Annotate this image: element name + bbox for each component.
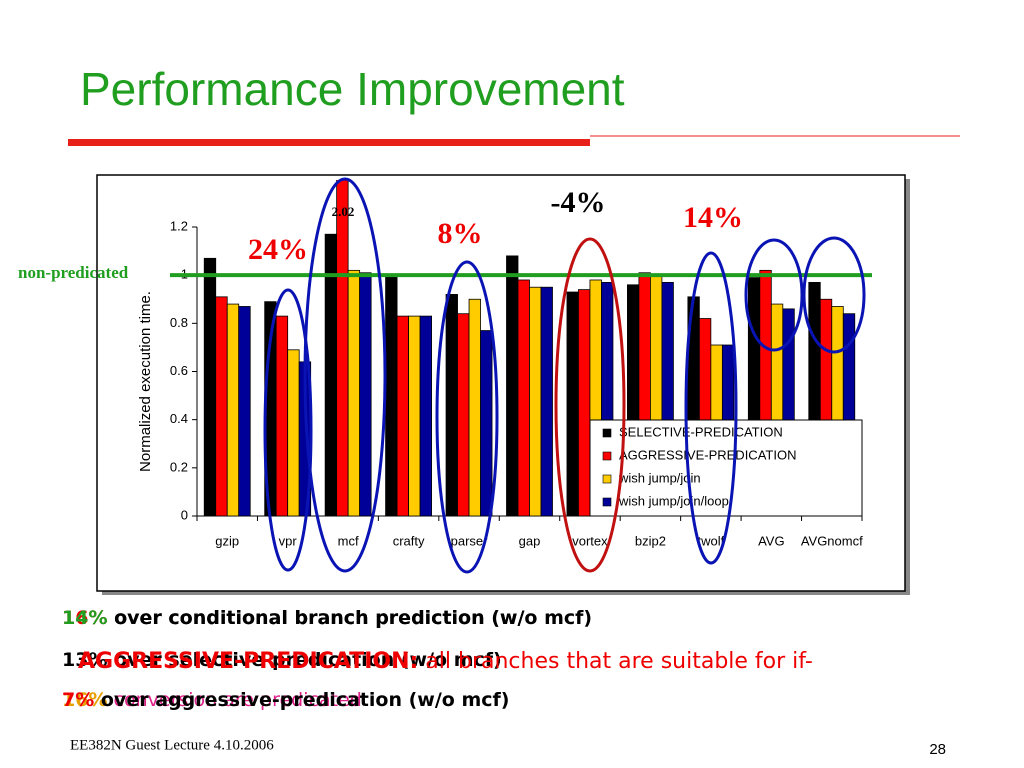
note-pct: 7%: [62, 689, 94, 711]
bar: [578, 289, 591, 516]
legend-label: SELECTIVE-PREDICATION: [619, 424, 783, 439]
bar: [842, 313, 856, 516]
legend-swatch: [602, 428, 612, 438]
highlights: [263, 177, 866, 574]
bar: [396, 315, 409, 516]
note-text: all branches that are suitable for if-: [418, 649, 812, 674]
annotation: 14%: [683, 201, 743, 234]
x-tick-label: crafty: [393, 533, 425, 548]
legend-box: [589, 419, 863, 517]
legend-label: wish jump/join/loop: [618, 493, 729, 508]
x-tick-label: vpr: [279, 533, 298, 548]
note-line: 13% over selective-predication (w/o mcf): [62, 649, 502, 671]
bar: [782, 308, 795, 516]
highlight-ellipse: [435, 260, 499, 574]
note-line: AGGRESSIVE-PREDICATION: all branches tha…: [78, 649, 813, 674]
note-line: 14% over conditional branch prediction (…: [62, 607, 592, 629]
x-tick-label: mcf: [338, 533, 359, 548]
bar: [275, 315, 289, 516]
bar: [517, 279, 530, 516]
x-tick-label: gap: [519, 533, 541, 548]
legend-swatch: [602, 451, 612, 461]
bar: [347, 269, 361, 516]
legend-swatch: [602, 497, 612, 507]
highlight-ellipse: [554, 237, 626, 573]
x-tick-label: bzip2: [635, 533, 666, 548]
annotation: -4%: [551, 186, 606, 219]
y-tick-label: 0: [181, 507, 188, 522]
highlight-ellipse: [802, 236, 866, 354]
bar: [238, 306, 251, 516]
note-pct: 16%: [62, 689, 107, 711]
bar: [468, 298, 481, 516]
legend-swatch: [602, 474, 612, 484]
bar: [359, 272, 372, 516]
note-text: over conditional branch prediction (w/: [107, 607, 524, 629]
x-tick-label: gzip: [215, 533, 239, 548]
page-number: 28: [929, 741, 946, 758]
highlight-ellipse: [744, 238, 804, 352]
bar: [203, 257, 217, 516]
bar: [661, 281, 674, 516]
y-tick-label: 1.2: [170, 218, 188, 233]
legend-label: wish jump/join: [618, 470, 701, 485]
bar: [419, 315, 432, 516]
note-text: over selective-predication (w/o mcf): [107, 649, 501, 671]
annotation: 24%: [248, 233, 308, 266]
highlight-ellipse: [263, 288, 313, 572]
note-line: 16% conversion are predicated: [62, 689, 362, 711]
x-tick-label: twolf: [697, 533, 724, 548]
note-pct: 13%: [62, 649, 107, 671]
note-text: conversion are predicated: [107, 689, 361, 711]
bar: [480, 330, 493, 516]
note-text: over aggressive-predication (w/o mcf): [94, 689, 509, 711]
x-tick-label: AVG: [758, 533, 785, 548]
note-line: 7% over aggressive-predication (w/o mcf): [62, 689, 509, 711]
note-line: 16% over conditional branch prediction (…: [62, 607, 524, 629]
highlight-ellipse: [684, 251, 738, 565]
note-pct: 16%: [62, 607, 107, 629]
note-term: AGGRESSIVE-PREDICATION:: [78, 649, 418, 674]
bar: [408, 315, 421, 516]
y-tick-label: 0.4: [170, 411, 188, 426]
baseline-label: non-predicated: [18, 263, 129, 282]
data-label: 2.02: [332, 204, 355, 219]
note-text: over conditional branch prediction (w/o …: [107, 607, 592, 629]
y-axis-label: Normalized execution time.: [137, 291, 154, 472]
y-tick-label: 0.2: [170, 459, 188, 474]
annotation: 8%: [438, 217, 483, 250]
bar: [226, 303, 240, 516]
bar: [506, 255, 519, 516]
legend-label: AGGRESSIVE-PREDICATION: [619, 447, 796, 462]
bar: [215, 296, 228, 516]
x-tick-label: vortex: [572, 533, 608, 548]
footer: EE382N Guest Lecture 4.10.2006: [70, 737, 274, 753]
bar: [540, 286, 553, 516]
note-pct: 14%: [62, 607, 107, 629]
bar: [566, 291, 579, 516]
bars: [203, 180, 856, 516]
slide-title: Performance Improvement: [80, 63, 625, 115]
bar: [385, 274, 398, 516]
bar: [457, 313, 470, 516]
bar: [287, 349, 300, 516]
x-tick-label: AVGnomcf: [801, 533, 863, 548]
bar: [601, 281, 614, 516]
y-tick-label: 0.8: [170, 315, 188, 330]
bar: [445, 294, 458, 516]
x-tick-label: parser: [451, 533, 489, 548]
y-tick-label: 0.6: [170, 363, 188, 378]
highlight-ellipse: [303, 177, 387, 573]
title-rule: [68, 139, 590, 146]
bar: [529, 286, 542, 516]
